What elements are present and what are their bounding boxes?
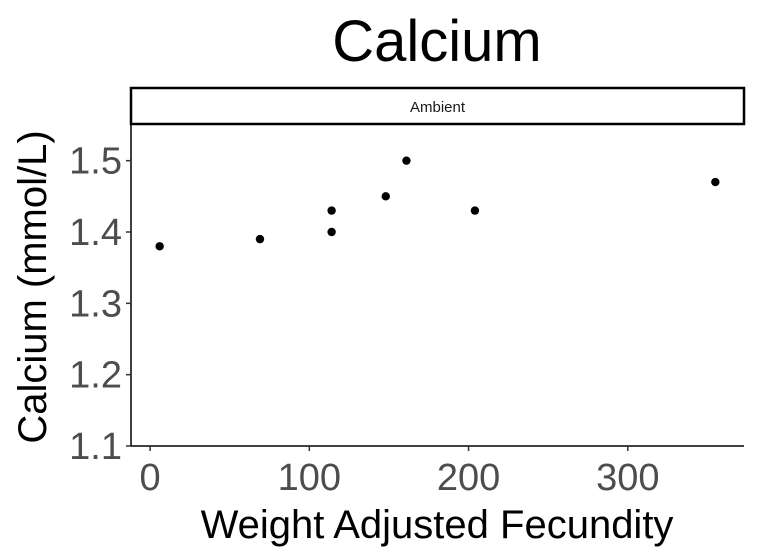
- data-point: [327, 227, 336, 237]
- y-tick-label: 1.3: [69, 283, 122, 325]
- data-point: [402, 156, 411, 165]
- x-tick-label: 100: [278, 457, 341, 499]
- y-tick-label: 1.5: [69, 141, 122, 183]
- facet-strip-label: Ambient: [410, 99, 466, 116]
- data-point: [381, 192, 390, 201]
- y-tick-label: 1.4: [69, 212, 122, 254]
- data-point: [255, 234, 265, 244]
- x-tick-label: 200: [437, 457, 500, 499]
- data-point: [155, 242, 164, 251]
- y-axis-title: Calcium (mmol/L): [11, 130, 55, 443]
- y-tick-label: 1.2: [69, 355, 122, 397]
- y-axis-ticks: 1.1 1.2 1.3 1.4 1.5: [69, 141, 131, 468]
- x-tick-label: 300: [596, 457, 659, 499]
- data-points: [155, 156, 720, 251]
- facet-strip: Ambient: [129, 86, 746, 126]
- y-tick-label: 1.1: [69, 426, 122, 468]
- x-tick-label: 0: [140, 457, 161, 499]
- x-axis-title: Weight Adjusted Fecundity: [201, 503, 674, 547]
- facet-strip-box: [129, 86, 746, 126]
- x-axis-ticks: 0 100 200 300: [140, 446, 659, 499]
- data-point: [470, 206, 480, 215]
- chart-title: Calcium: [332, 9, 542, 74]
- data-point: [711, 177, 720, 187]
- plot-panel: [130, 125, 744, 447]
- data-point: [327, 206, 336, 215]
